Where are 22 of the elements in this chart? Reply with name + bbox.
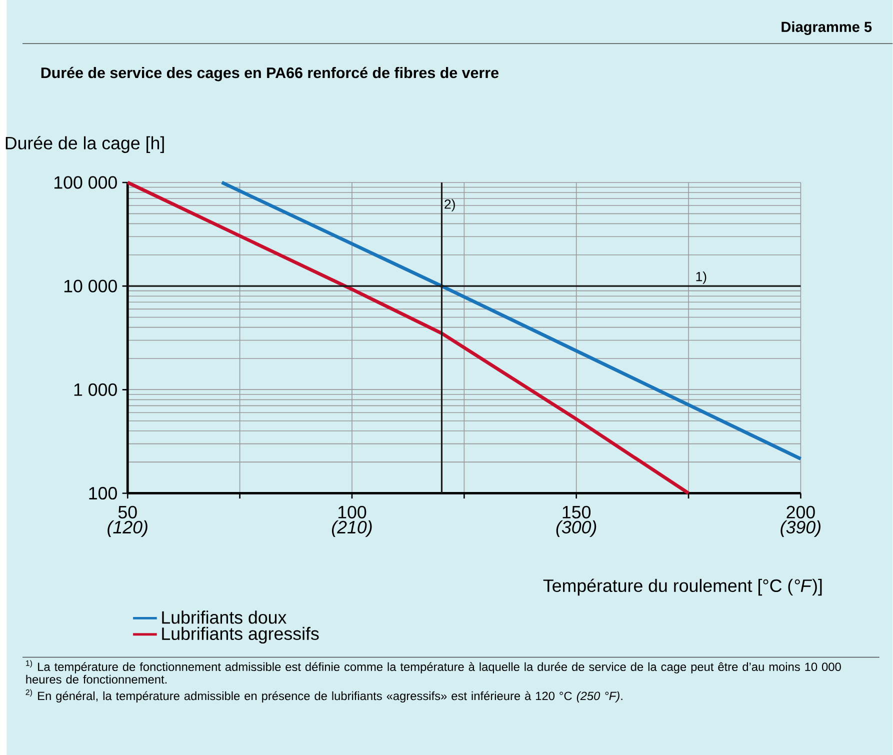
x-tick-label: 200 <box>786 506 815 518</box>
text: $^{2)}$ En général, la température admissible en présence de lubrifiants «agressifs» est inférieure à 120 °C (250 °F). <box>26 689 622 702</box>
x-tick-label: 150 <box>562 506 591 518</box>
legend-label: Lubrifiants doux <box>162 610 286 624</box>
y-tick-label: 10 000 <box>64 280 117 292</box>
annotation: 2) <box>444 199 455 212</box>
chart-title: Durée de service des cages en PA66 renforcé de fibres de verre <box>41 66 499 82</box>
text: $^{1)}$ La température de fonctionnement admissible est définie comme la température à laquelle la durée de service de la cage peut être d’au moins 10 000 heures de fonctionnement. <box>26 660 841 684</box>
y-tick-label: 100 <box>89 486 117 500</box>
x2-tick-label: (210) <box>332 520 372 537</box>
x-axis-title: Température du roulement [°C (°F)] <box>543 578 822 596</box>
chart-subtitle: Diagramme 5 <box>782 21 872 35</box>
y-tick-label: 100 000 <box>54 176 117 189</box>
x2-tick-label: (120) <box>108 520 148 537</box>
y-tick-label: 1 000 <box>74 383 117 396</box>
y-axis-title: Durée de la cage [h] <box>6 136 164 153</box>
x2-tick-label: (390) <box>780 520 820 537</box>
annotation: 1) <box>696 271 706 284</box>
x-tick-label: 100 <box>338 506 366 518</box>
x-tick-label: 50 <box>118 506 137 518</box>
x2-tick-label: (300) <box>556 520 596 537</box>
legend-label: Lubrifiants agressifs <box>162 626 319 644</box>
